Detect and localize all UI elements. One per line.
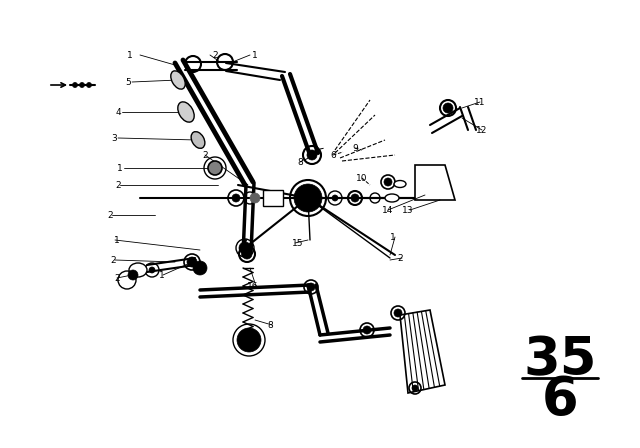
Circle shape [72,82,77,87]
Circle shape [250,193,260,203]
Text: 6: 6 [330,151,336,159]
Text: 12: 12 [476,125,488,134]
Ellipse shape [385,194,399,202]
Text: 1: 1 [252,51,258,60]
Text: 16: 16 [247,281,259,290]
Text: 14: 14 [382,206,394,215]
Circle shape [239,242,251,254]
Polygon shape [415,165,455,200]
Text: 7: 7 [312,146,318,155]
Ellipse shape [129,263,147,277]
Text: 9: 9 [352,143,358,152]
Polygon shape [400,310,445,393]
Ellipse shape [394,181,406,188]
Circle shape [86,82,92,87]
Circle shape [307,283,315,291]
Text: 1: 1 [390,233,396,241]
Text: 3: 3 [111,134,117,142]
Text: 2: 2 [202,151,208,159]
Text: 13: 13 [403,206,413,215]
Text: 4: 4 [115,108,121,116]
Text: 5: 5 [125,78,131,86]
Text: 2: 2 [212,51,218,60]
Circle shape [237,328,261,352]
Text: 2: 2 [114,273,120,283]
Text: 10: 10 [356,173,368,182]
Text: 8: 8 [297,158,303,167]
Circle shape [412,385,418,391]
Circle shape [128,270,138,280]
Circle shape [294,184,322,212]
Text: 11: 11 [474,98,486,107]
Circle shape [79,82,84,87]
Circle shape [394,309,402,317]
Text: 1: 1 [117,164,123,172]
Circle shape [242,249,252,259]
Circle shape [351,194,359,202]
Circle shape [363,326,371,334]
Text: 2: 2 [397,254,403,263]
Text: 8: 8 [267,320,273,329]
Text: 6: 6 [541,374,579,426]
Text: 1: 1 [127,51,133,60]
Circle shape [384,178,392,186]
Text: 2: 2 [115,181,121,190]
Circle shape [208,161,222,175]
FancyBboxPatch shape [263,190,283,206]
Text: 1: 1 [159,271,165,280]
Text: 2: 2 [110,255,116,264]
Ellipse shape [178,102,194,122]
Circle shape [332,195,338,201]
Text: 2: 2 [107,211,113,220]
Text: 35: 35 [524,334,596,386]
Circle shape [149,267,155,273]
Circle shape [443,103,453,113]
Text: 1: 1 [114,236,120,245]
Ellipse shape [171,71,185,89]
Circle shape [187,257,197,267]
Ellipse shape [191,132,205,148]
Circle shape [307,150,317,160]
Circle shape [232,194,240,202]
Circle shape [193,261,207,275]
Text: 15: 15 [292,238,304,247]
